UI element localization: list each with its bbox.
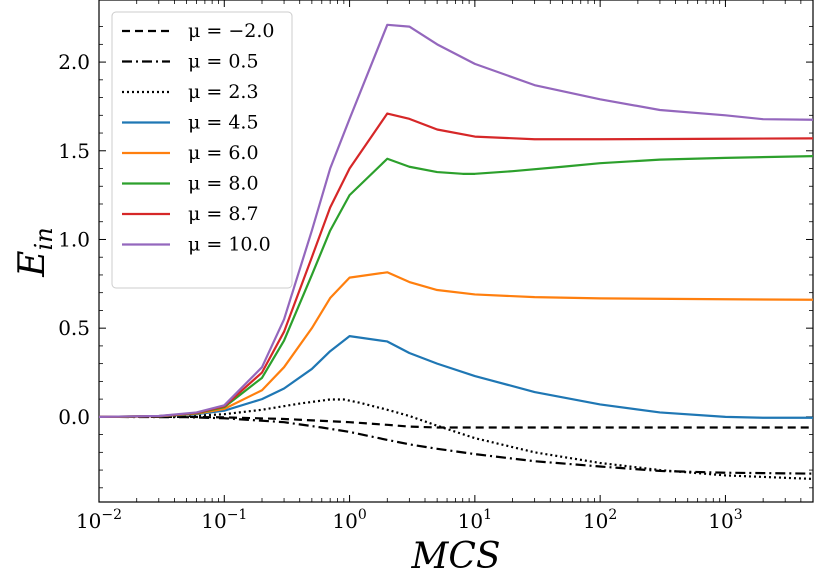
- y-axis-title-sub: in: [30, 227, 58, 250]
- y-axis-title-main: E: [12, 250, 53, 277]
- x-tick-label: 102: [583, 507, 617, 533]
- x-tick-exponent: 2: [608, 507, 617, 523]
- x-tick-label: 101: [458, 507, 492, 533]
- x-tick-label: 10−1: [201, 507, 247, 533]
- legend-label: μ = 8.7: [188, 203, 259, 225]
- x-tick-label: 100: [332, 507, 366, 533]
- series-line-5: [98, 155, 814, 418]
- series-lines: [98, 23, 814, 481]
- legend-box: [111, 11, 293, 289]
- y-tick-label: 1.0: [58, 227, 90, 251]
- x-tick-base: 10: [583, 509, 608, 533]
- x-axis-title: MCS: [410, 536, 500, 577]
- legend-label: μ = 4.5: [188, 112, 259, 134]
- series-line-3: [98, 335, 813, 419]
- y-tick-label: 2.0: [58, 50, 90, 74]
- x-tick-base: 10: [332, 509, 357, 533]
- series-line-4: [98, 271, 814, 418]
- legend-label: μ = −2.0: [188, 20, 274, 42]
- x-tick-label: 10−2: [76, 507, 122, 533]
- x-tick-exponent: −2: [101, 507, 122, 523]
- y-tick-label: 0.0: [58, 405, 90, 429]
- x-tick-exponent: −1: [227, 507, 248, 523]
- y-tick-label: 1.5: [58, 139, 90, 163]
- series-line-2: [98, 398, 814, 481]
- legend-label: μ = 8.0: [188, 173, 259, 195]
- legend: μ = −2.0 μ = 0.5 μ = 2.3 μ = 4.5 μ = 6.0 μ = …: [111, 11, 293, 289]
- x-tick-base: 10: [201, 509, 226, 533]
- plot-frame: [98, 0, 814, 503]
- x-tick-base: 10: [708, 509, 733, 533]
- series-line-1: [98, 415, 814, 475]
- x-tick-exponent: 0: [358, 507, 367, 523]
- x-tick-base: 10: [458, 509, 483, 533]
- series-line-7: [98, 23, 814, 418]
- y-axis-title: Ein: [12, 227, 58, 277]
- y-tick-label: 0.5: [58, 316, 90, 340]
- x-tick-label: 103: [708, 507, 742, 533]
- legend-label: μ = 0.5: [188, 51, 259, 73]
- legend-label: μ = 6.0: [188, 142, 259, 164]
- legend-label: μ = 2.3: [188, 81, 259, 103]
- x-tick-exponent: 1: [483, 507, 492, 523]
- x-tick-base: 10: [76, 509, 101, 533]
- legend-label: μ = 10.0: [188, 234, 271, 256]
- series-line-0: [99, 415, 813, 429]
- x-tick-exponent: 3: [734, 507, 743, 523]
